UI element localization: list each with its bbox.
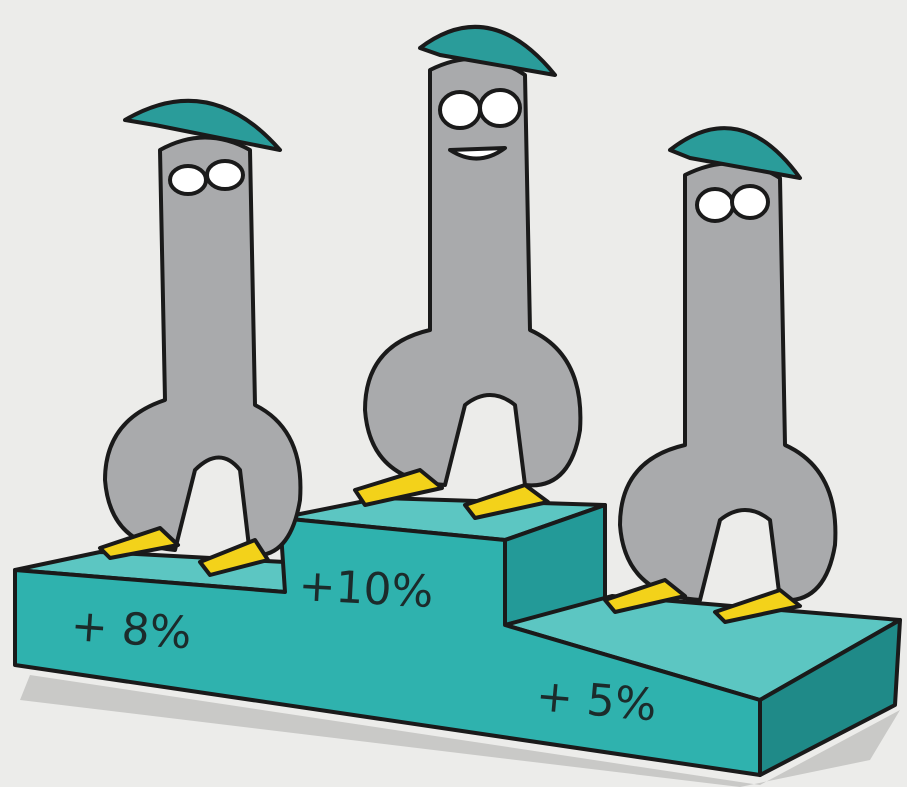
step-label: + 5% [534,670,659,731]
illustration: + 8% +10% + 5% [0,0,907,787]
step-label: + 8% [69,600,193,659]
step-label: +10% [297,560,434,618]
page: + 8% +10% + 5% (() => { const data = JSO… [0,0,907,787]
